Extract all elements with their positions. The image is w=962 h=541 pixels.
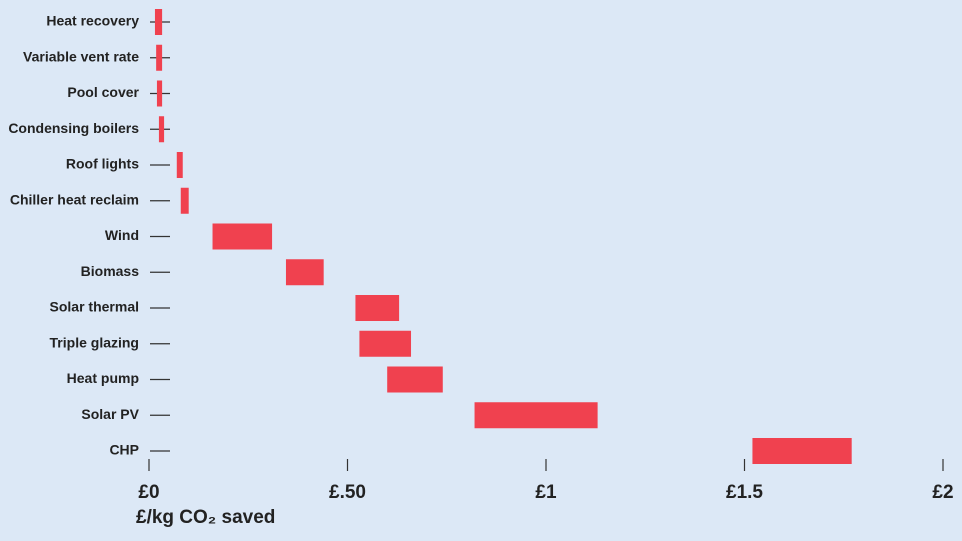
bar [752, 438, 852, 464]
x-tick-label: £1.5 [726, 482, 763, 503]
bar [158, 116, 165, 143]
y-tick-label: Condensing boilers [8, 120, 139, 136]
y-tick-label: Solar PV [81, 406, 139, 422]
y-tick-label: Chiller heat reclaim [10, 191, 139, 207]
x-tick-label: £1 [535, 482, 557, 503]
y-tick-label: Heat recovery [46, 13, 139, 29]
bar [387, 366, 443, 393]
bar [176, 152, 183, 178]
y-tick-label: Triple glazing [50, 334, 139, 350]
y-tick-label: Variable vent rate [23, 48, 139, 64]
bar [154, 9, 163, 35]
y-tick-label: Pool cover [67, 84, 139, 100]
y-tick-label: CHP [109, 442, 139, 458]
y-tick-label: Solar thermal [50, 299, 139, 315]
bar [212, 223, 273, 250]
bar [156, 80, 163, 107]
bar [156, 44, 163, 71]
bar [180, 187, 189, 214]
bar [285, 259, 324, 286]
x-tick-label: £2 [932, 482, 953, 503]
bar [355, 295, 400, 321]
bar [474, 402, 598, 429]
x-tick-label: £.50 [329, 482, 366, 503]
y-tick-label: Roof lights [66, 156, 139, 172]
y-tick-label: Biomass [81, 263, 140, 279]
y-tick-label: Wind [105, 227, 139, 243]
y-tick-label: Heat pump [67, 370, 139, 386]
bar [359, 330, 412, 357]
x-tick-label: £0 [138, 482, 159, 503]
x-axis-label: £/kg CO₂ saved [136, 507, 275, 528]
